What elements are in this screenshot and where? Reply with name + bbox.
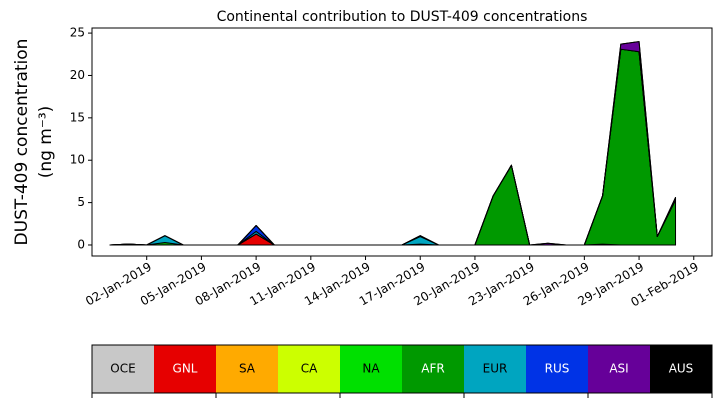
area [109,48,677,246]
legend-label: GNL [173,362,198,376]
legend-label: ASI [609,362,628,376]
chart-title: Continental contribution to DUST-409 con… [217,9,588,25]
legend-swatch [92,345,154,393]
legend-swatch [278,345,340,393]
y-tick-label: 25 [70,26,85,40]
y-tick-label: 5 [77,195,85,209]
legend-swatch [650,345,712,393]
y-tick-label: 0 [77,237,85,251]
legend-label: OCE [110,362,135,376]
legend-swatch [526,345,588,393]
legend-label: EUR [483,362,508,376]
legend-label: AUS [669,362,694,376]
legend-swatch [154,345,216,393]
legend-label: AFR [421,362,444,376]
legend-label: CA [301,362,318,376]
legend-swatch [588,345,650,393]
area [109,48,677,246]
y-tick-label: 10 [70,153,85,167]
area [109,48,677,246]
area [109,41,677,246]
legend: OCE GNL SA CA NA AFR EUR RUS ASI AUS [91,344,713,398]
legend-swatch [216,345,278,393]
area [109,41,677,246]
y-axis-label: (ng m⁻³) [36,106,56,179]
legend-swatch [464,345,526,393]
y-axis-label: DUST-409 concentration [12,39,32,246]
legend-label: SA [239,362,256,376]
legend-swatch [340,345,402,393]
axes-frame [91,27,713,257]
legend-label: RUS [545,362,570,376]
legend-swatch [402,345,464,393]
legend-label: NA [362,362,380,376]
legend-frame [91,344,713,394]
y-tick-label: 20 [70,68,85,82]
y-tick-label: 15 [70,110,85,124]
